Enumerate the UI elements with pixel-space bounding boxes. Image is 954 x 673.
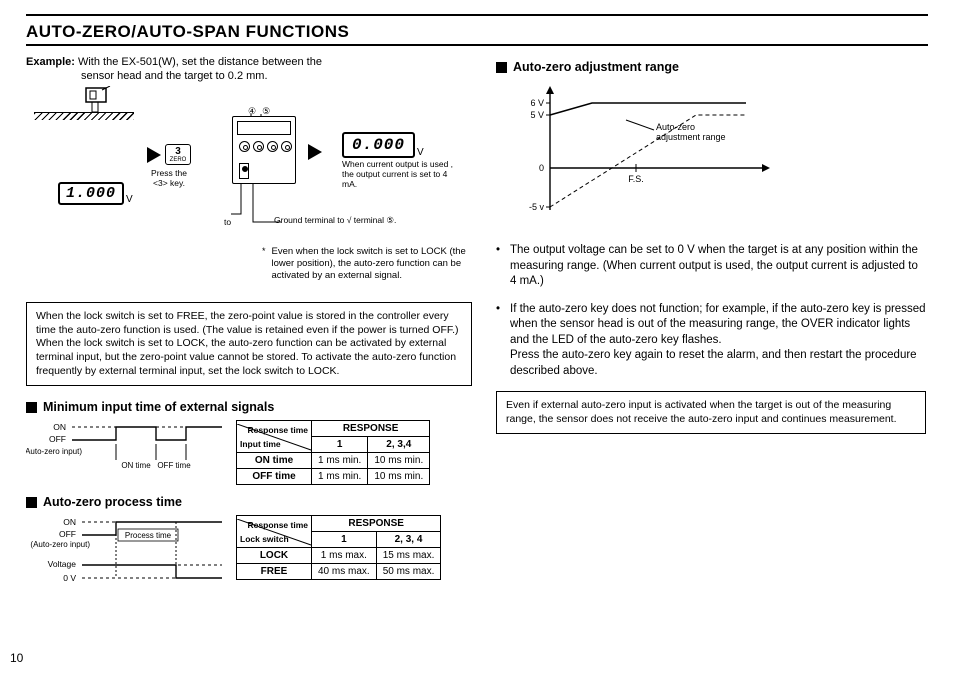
t2-voltage: Voltage (48, 559, 77, 569)
table-process-time: Response time Lock switch RESPONSE 1 2, … (236, 515, 441, 580)
lcd-before: 1.000V (58, 182, 133, 205)
example-text-1: With the EX-501(W), set the distance bet… (78, 56, 322, 68)
arrow-to-result (308, 144, 322, 160)
t2-on: ON (63, 517, 76, 527)
v-unit-1: V (126, 194, 133, 205)
t1-off-time: OFF time (157, 461, 191, 470)
controller-leads-icon (201, 114, 297, 224)
subheader-process-time-text: Auto-zero process time (43, 495, 182, 509)
lcd-after: 0.000V (342, 132, 424, 158)
bullet-2: If the auto-zero key does not function; … (496, 302, 926, 380)
subheader-adj-range: Auto-zero adjustment range (496, 60, 926, 74)
lock-switch-note-box: When the lock switch is set to FREE, the… (26, 302, 472, 386)
arrow-right-icon (147, 147, 161, 163)
star-note: * Even when the lock switch is set to LO… (262, 246, 468, 282)
adj-annotation-2: adjustment range (656, 132, 726, 142)
example-label: Example: (26, 56, 75, 68)
left-column: Example: With the EX-501(W), set the dis… (26, 56, 472, 585)
t2-process: Process time (125, 531, 172, 540)
example-line1: Example: With the EX-501(W), set the dis… (26, 56, 472, 68)
top-rule (26, 14, 928, 16)
lcd-before-value: 1.000 (58, 182, 124, 205)
two-column-layout: Example: With the EX-501(W), set the dis… (26, 56, 928, 585)
lcd-after-note: When current output is used , the output… (342, 160, 462, 189)
key-3-sub: ZERO (170, 157, 187, 163)
subheader-min-input-text: Minimum input time of external signals (43, 400, 274, 414)
table-min-input: Response time Input time RESPONSE 1 2, 3… (236, 420, 430, 485)
diag-cell-1: Response time Input time (237, 424, 311, 450)
star-note-text: Even when the lock switch is set to LOCK… (272, 246, 468, 282)
t1-on: ON (53, 422, 66, 432)
xlabel: F.S. (628, 174, 644, 184)
timing-diagram-1: ON OFF (Auto-zero input) ON time OFF tim… (26, 420, 226, 476)
diag-cell-2: Response time Lock switch (237, 519, 311, 545)
t1-off: OFF (49, 434, 66, 444)
square-bullet-icon (26, 402, 37, 413)
t1-input: (Auto-zero input) (26, 447, 82, 456)
right-column: Auto-zero adjustment range 6 V 5 V 0 -5 … (496, 56, 926, 585)
square-bullet-icon (26, 497, 37, 508)
t2-zero: 0 V (63, 573, 76, 583)
page-number: 10 (10, 651, 23, 665)
asterisk-icon: * (262, 246, 266, 282)
subheader-min-input: Minimum input time of external signals (26, 400, 472, 414)
process-time-row: ON OFF (Auto-zero input) Process time Vo… (26, 515, 472, 585)
v-unit-2: V (417, 147, 424, 158)
example-diagram: 1.000V 3 ZERO Press the <3> key. (26, 86, 472, 246)
page-title: AUTO-ZERO/AUTO-SPAN FUNCTIONS (26, 22, 928, 46)
adjustment-range-chart: 6 V 5 V 0 -5 v F.S. Auto-zero adjustment… (496, 80, 796, 230)
to-label: to (224, 218, 231, 228)
right-box-note: Even if external auto-zero input is acti… (496, 391, 926, 434)
t2-off: OFF (59, 529, 76, 539)
key-3-label: 3 (175, 146, 181, 157)
square-bullet-icon (496, 62, 507, 73)
subheader-adj-range-text: Auto-zero adjustment range (513, 60, 679, 74)
bullet-list: The output voltage can be set to 0 V whe… (496, 243, 926, 379)
t2-input: (Auto-zero input) (30, 540, 90, 549)
ground-note: Ground terminal to √ terminal ⑤. (274, 216, 434, 226)
example-line2: sensor head and the target to 0.2 mm. (26, 70, 472, 82)
lcd-after-value: 0.000 (342, 132, 415, 158)
adj-annotation-1: Auto-zero (656, 122, 695, 132)
arrow-right-icon (308, 144, 322, 160)
t2-diag-top: Response time (248, 520, 308, 530)
t1-diag-top: Response time (248, 425, 308, 435)
min-input-row: ON OFF (Auto-zero input) ON time OFF tim… (26, 420, 472, 485)
press-key-text: Press the <3> key. (144, 169, 194, 189)
target-surface-icon (34, 112, 134, 120)
yt2: 0 (539, 163, 544, 173)
t1-on-time: ON time (121, 461, 151, 470)
press-key-step: 3 ZERO Press the <3> key. (144, 144, 194, 189)
yt1: 5 V (530, 110, 544, 120)
timing-diagram-2: ON OFF (Auto-zero input) Process time Vo… (26, 515, 226, 585)
yt3: -5 v (529, 202, 545, 212)
t1-diag-bot: Input time (240, 439, 281, 449)
t2-diag-bot: Lock switch (240, 534, 289, 544)
bullet-1: The output voltage can be set to 0 V whe… (496, 243, 926, 290)
key-3: 3 ZERO (165, 144, 192, 165)
yt0: 6 V (530, 98, 544, 108)
